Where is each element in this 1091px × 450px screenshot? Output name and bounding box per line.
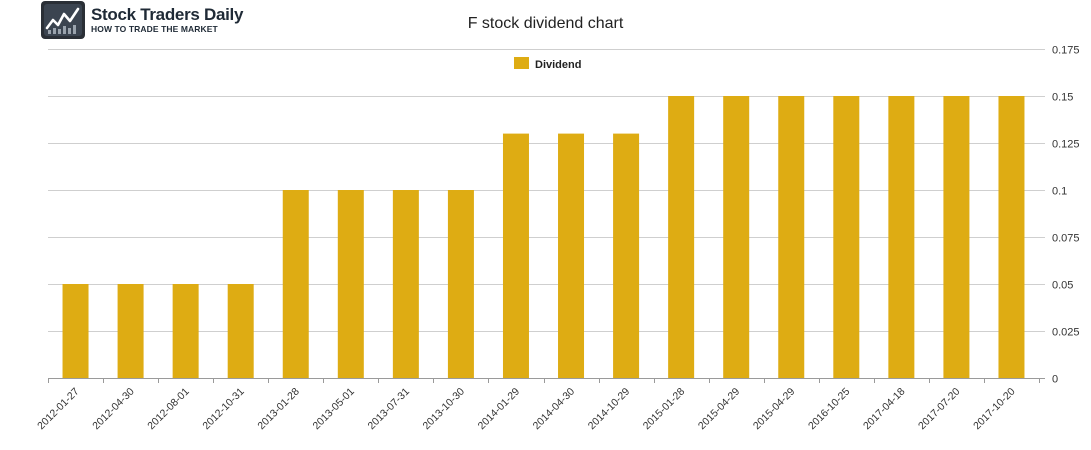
- x-tick-label: 2012-01-27: [35, 386, 82, 433]
- legend: Dividend: [514, 57, 581, 71]
- bar[interactable]: [888, 96, 915, 378]
- x-tick-label: 2013-07-31: [366, 386, 413, 433]
- bar[interactable]: [62, 284, 89, 378]
- bar[interactable]: [613, 133, 640, 378]
- x-tick-label: 2014-10-29: [586, 386, 633, 433]
- bar[interactable]: [282, 190, 309, 378]
- x-tick-label: 2015-04-29: [751, 386, 798, 433]
- x-tick-label: 2012-04-30: [90, 386, 137, 433]
- bar[interactable]: [447, 190, 474, 378]
- x-tick-label: 2015-01-28: [641, 386, 688, 433]
- logo-icon: [41, 1, 85, 39]
- x-tick-label: 2015-04-29: [696, 386, 743, 433]
- y-tick-label: 0.175: [1052, 45, 1080, 57]
- x-tick-label: 2016-10-25: [806, 386, 853, 433]
- x-tick-label: 2017-04-18: [861, 386, 908, 433]
- chart-title: F stock dividend chart: [467, 15, 624, 32]
- y-tick-label: 0.125: [1052, 139, 1080, 151]
- x-tick-label: 2014-04-30: [531, 386, 578, 433]
- y-tick-label: 0.1: [1052, 186, 1067, 198]
- y-tick-label: 0: [1052, 374, 1058, 386]
- x-tick-label: 2017-10-20: [971, 386, 1018, 433]
- bar[interactable]: [833, 96, 860, 378]
- bars: [62, 96, 1025, 378]
- bar[interactable]: [723, 96, 750, 378]
- bar[interactable]: [943, 96, 970, 378]
- x-tick-label: 2017-07-20: [916, 386, 963, 433]
- x-tick-label: 2013-01-28: [255, 386, 302, 433]
- y-tick-label: 0.025: [1052, 327, 1080, 339]
- bar[interactable]: [227, 284, 254, 378]
- bar[interactable]: [392, 190, 419, 378]
- logo-tagline: HOW TO TRADE THE MARKET: [91, 24, 218, 34]
- bar[interactable]: [558, 133, 585, 378]
- x-tick-label: 2014-01-29: [476, 386, 523, 433]
- bar[interactable]: [337, 190, 364, 378]
- grid: [48, 49, 1045, 379]
- logo[interactable]: Stock Traders Daily HOW TO TRADE THE MAR…: [41, 1, 243, 41]
- legend-swatch: [514, 57, 529, 69]
- legend-label[interactable]: Dividend: [535, 59, 581, 71]
- bar[interactable]: [778, 96, 805, 378]
- y-tick-label: 0.075: [1052, 233, 1080, 245]
- x-tick-label: 2012-08-01: [145, 386, 192, 433]
- bar[interactable]: [172, 284, 199, 378]
- bar[interactable]: [117, 284, 144, 378]
- logo-name: Stock Traders Daily: [91, 5, 244, 24]
- x-tick-label: 2013-10-30: [421, 386, 468, 433]
- bar[interactable]: [998, 96, 1025, 378]
- x-tick-label: 2013-05-01: [310, 386, 357, 433]
- bar[interactable]: [502, 133, 529, 378]
- y-tick-label: 0.05: [1052, 280, 1073, 292]
- x-tick-label: 2012-10-31: [200, 386, 247, 433]
- y-tick-label: 0.15: [1052, 92, 1073, 104]
- bar[interactable]: [668, 96, 695, 378]
